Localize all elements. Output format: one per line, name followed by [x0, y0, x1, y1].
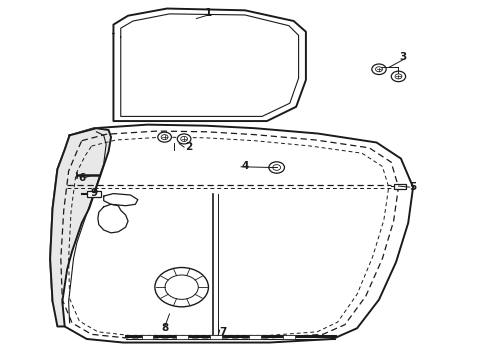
Bar	[176, 336, 188, 339]
Circle shape	[375, 67, 382, 72]
Bar	[393, 184, 406, 189]
Circle shape	[273, 165, 281, 170]
Text: 3: 3	[400, 52, 407, 62]
Bar	[210, 336, 221, 339]
Circle shape	[165, 275, 198, 300]
Text: 8: 8	[161, 323, 168, 333]
Circle shape	[392, 71, 406, 82]
Bar	[249, 336, 261, 339]
Text: 2: 2	[185, 142, 193, 152]
Text: 4: 4	[241, 161, 249, 171]
Text: 5: 5	[410, 182, 416, 192]
Text: 9: 9	[90, 188, 98, 198]
Polygon shape	[114, 9, 306, 121]
Circle shape	[372, 64, 386, 75]
Circle shape	[161, 135, 168, 140]
Polygon shape	[50, 125, 413, 342]
Polygon shape	[50, 128, 111, 327]
Bar	[87, 191, 101, 197]
Polygon shape	[104, 194, 138, 206]
Circle shape	[181, 136, 188, 141]
Circle shape	[177, 134, 191, 144]
Text: 6: 6	[78, 173, 85, 183]
Polygon shape	[121, 14, 298, 116]
Circle shape	[158, 132, 172, 142]
Bar	[283, 336, 294, 339]
Circle shape	[395, 74, 402, 79]
Text: 7: 7	[220, 327, 227, 337]
Circle shape	[269, 162, 285, 173]
Polygon shape	[98, 204, 128, 233]
Bar	[142, 336, 153, 339]
Circle shape	[155, 267, 208, 307]
Text: 1: 1	[205, 8, 212, 18]
